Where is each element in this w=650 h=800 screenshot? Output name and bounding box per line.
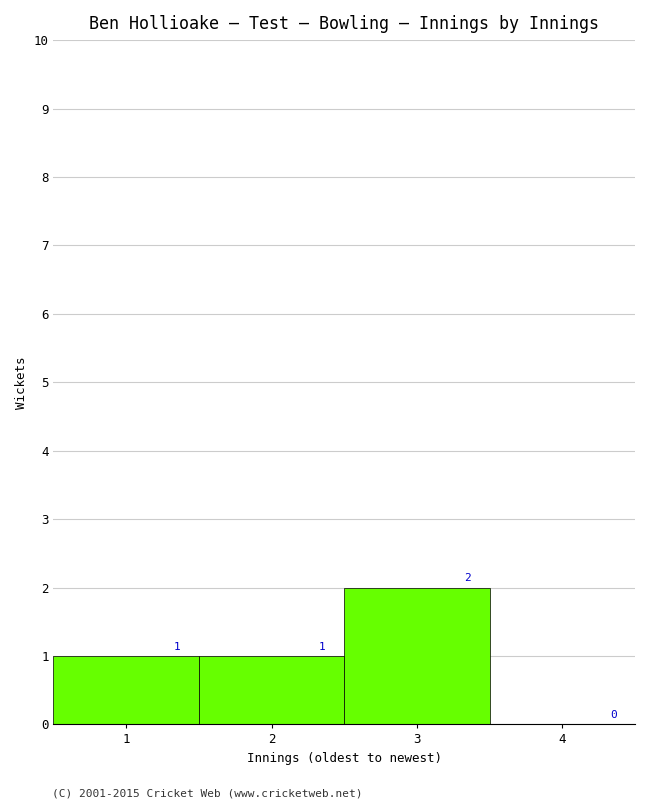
Text: 1: 1 <box>174 642 181 652</box>
Bar <box>344 587 489 725</box>
Text: (C) 2001-2015 Cricket Web (www.cricketweb.net): (C) 2001-2015 Cricket Web (www.cricketwe… <box>52 788 363 798</box>
X-axis label: Innings (oldest to newest): Innings (oldest to newest) <box>247 752 442 765</box>
Title: Ben Hollioake – Test – Bowling – Innings by Innings: Ben Hollioake – Test – Bowling – Innings… <box>89 15 599 33</box>
Y-axis label: Wickets: Wickets <box>15 356 28 409</box>
Bar <box>53 656 199 725</box>
Bar <box>199 656 344 725</box>
Text: 1: 1 <box>319 642 326 652</box>
Text: 0: 0 <box>610 710 617 720</box>
Text: 2: 2 <box>464 574 471 583</box>
